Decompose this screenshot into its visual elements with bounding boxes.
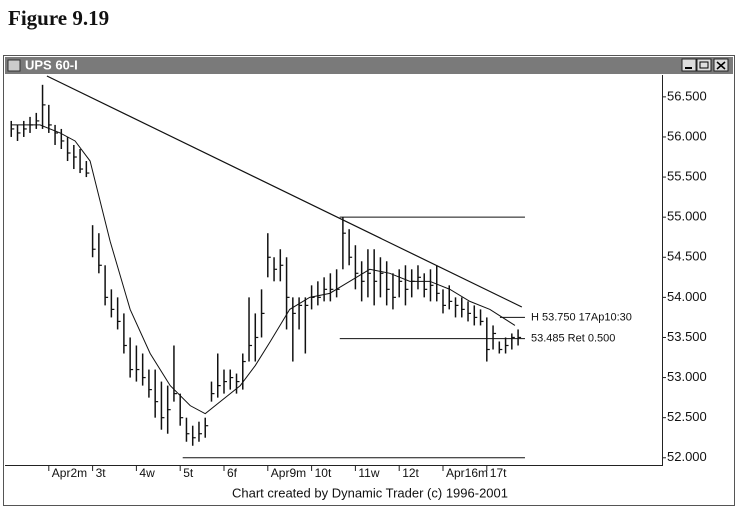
maximize-button[interactable]: [696, 58, 712, 72]
level-label: H 53.750 17Ap10:30: [531, 311, 632, 323]
y-tick-label: 56.000: [667, 128, 707, 143]
y-tick-label: 54.000: [667, 289, 707, 304]
level-label: 53.485 Ret 0.500: [531, 333, 615, 345]
x-tick-label: 10t: [315, 466, 332, 480]
y-tick-label: 55.000: [667, 209, 707, 224]
x-tick-label: Apr16m: [446, 466, 488, 480]
x-tick-label: 4w: [139, 466, 155, 480]
x-tick-label: Apr9m: [271, 466, 306, 480]
x-tick-label: 12t: [402, 466, 419, 480]
minimize-button[interactable]: [681, 58, 697, 72]
maximize-glyph: [699, 61, 709, 69]
window-buttons[interactable]: [681, 58, 729, 72]
close-glyph: [716, 61, 726, 70]
x-tick-label: 17t: [490, 466, 507, 480]
moving-average: [11, 124, 516, 415]
x-tick-label: Apr2m: [52, 466, 87, 480]
window-frame: [3, 55, 735, 506]
window-icon: [7, 59, 21, 72]
title-bar: [5, 57, 733, 74]
y-tick-label: 52.000: [667, 449, 707, 464]
footer: Chart created by Dynamic Trader (c) 1996…: [232, 485, 508, 500]
y-tick-label: 54.500: [667, 249, 707, 264]
figure-title: Figure 9.19: [8, 6, 109, 30]
y-tick-label: 53.500: [667, 329, 707, 344]
x-tick-label: 6f: [227, 466, 238, 480]
x-tick-label: 3t: [96, 466, 107, 480]
window-title: UPS 60-I: [25, 57, 78, 72]
y-tick-label: 55.500: [667, 168, 707, 183]
trendline: [46, 75, 523, 308]
x-tick-label: 5t: [183, 466, 194, 480]
x-tick-label: 11w: [358, 466, 379, 480]
y-tick-label: 53.000: [667, 369, 707, 384]
y-tick-label: 56.500: [667, 88, 707, 103]
y-tick-label: 52.500: [667, 409, 707, 424]
